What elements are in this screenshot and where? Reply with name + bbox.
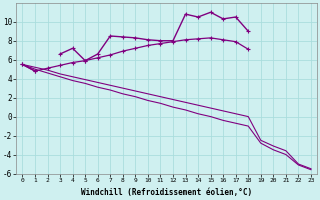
X-axis label: Windchill (Refroidissement éolien,°C): Windchill (Refroidissement éolien,°C)	[81, 188, 252, 197]
